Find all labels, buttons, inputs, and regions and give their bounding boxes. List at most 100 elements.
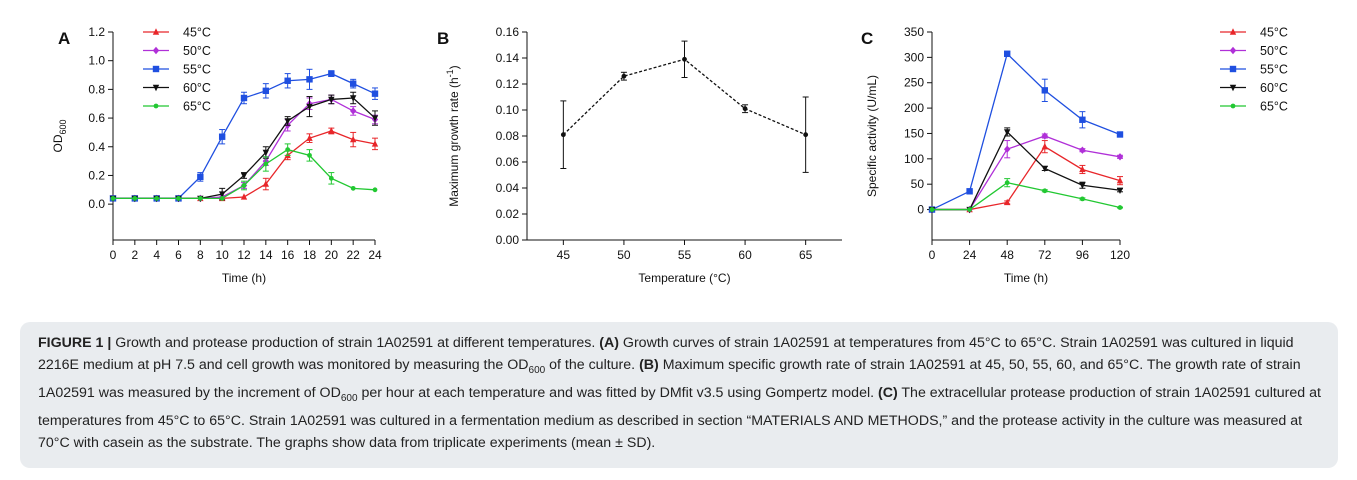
data-point: [132, 196, 138, 201]
data-point: [1080, 196, 1085, 202]
y-tick-label: 200: [904, 101, 924, 115]
legend-marker: [152, 65, 160, 73]
legend-label: 45°C: [183, 26, 211, 40]
data-point: [306, 76, 313, 83]
y-tick-label: 0.0: [88, 197, 105, 211]
data-point: [621, 73, 627, 79]
legend-item: 65°C: [1220, 100, 1288, 114]
y-axis-label: Maximum growth rate (h-1): [445, 65, 461, 206]
data-point: [1004, 145, 1011, 153]
y-tick-label: 0.02: [496, 207, 520, 221]
series-60c: [928, 127, 1124, 214]
x-tick-label: 65: [799, 248, 813, 262]
y-tick-label: 0.8: [88, 82, 105, 96]
x-tick-label: 96: [1076, 248, 1090, 262]
legend-item: 50°C: [143, 44, 211, 58]
data-point: [110, 196, 116, 201]
data-point: [1116, 176, 1124, 184]
chart-panel-b: B 0.00 0.02 0.04 0.06 0.08 0.10 0.12 0.14 0.16 45 5…: [437, 25, 842, 285]
data-point: [1079, 182, 1086, 189]
data-point: [1116, 187, 1124, 194]
caption-intro: Growth and protease production of strain…: [111, 335, 600, 351]
data-point: [306, 103, 313, 111]
data-point: [284, 77, 291, 84]
y-axis-label-main: Maximum growth rate (h: [447, 77, 461, 206]
y-tick-label: 0.06: [496, 155, 520, 169]
x-tick-label: 4: [153, 248, 160, 262]
panel-letter: B: [437, 29, 449, 48]
legend-item: 55°C: [143, 63, 211, 77]
data-point: [371, 90, 379, 97]
data-point: [1116, 131, 1124, 138]
data-point: [1079, 116, 1086, 123]
data-point: [284, 118, 291, 125]
data-point: [285, 147, 291, 153]
legend-marker: [1229, 46, 1237, 55]
data-point: [328, 96, 335, 104]
series-65c: [110, 143, 378, 201]
legend-label: 60°C: [1260, 81, 1288, 95]
data-point: [262, 87, 270, 95]
series-line: [932, 181, 1121, 211]
data-point: [197, 173, 204, 181]
data-point: [1079, 165, 1086, 173]
legend-marker: [153, 103, 159, 109]
data-point: [240, 172, 248, 180]
x-tick-label: 22: [346, 248, 360, 262]
data-point: [966, 188, 973, 195]
y-tick-label: 0.4: [88, 140, 105, 154]
data-point: [197, 196, 203, 201]
panel-letter: A: [58, 29, 70, 48]
legend-marker: [1229, 65, 1237, 73]
legend-marker: [1229, 28, 1237, 35]
legend-item: 60°C: [1220, 81, 1288, 95]
data-point: [350, 185, 356, 191]
y-tick-label: 0.08: [496, 129, 520, 143]
y-tick-label: 50: [911, 177, 925, 191]
data-point: [372, 187, 378, 193]
data-point: [1079, 146, 1086, 154]
y-tick-label: 0.10: [496, 103, 520, 117]
data-point: [1117, 205, 1123, 210]
legend-label: 55°C: [183, 63, 211, 77]
figure-caption: FIGURE 1 | Growth and protease productio…: [38, 332, 1328, 454]
caption-a-text-2: of the culture.: [545, 357, 640, 373]
legend-label: 60°C: [183, 81, 211, 95]
x-tick-label: 10: [215, 248, 229, 262]
caption-b-sub: 600: [340, 392, 358, 404]
y-tick-label: 300: [904, 50, 924, 64]
x-tick-label: 55: [678, 248, 692, 262]
series-line: [931, 52, 1121, 211]
data-point: [240, 193, 248, 200]
x-tick-label: 16: [281, 248, 295, 262]
data-point: [349, 135, 357, 143]
data-point: [328, 127, 335, 134]
x-tick-label: 0: [929, 248, 936, 262]
data-point: [1041, 142, 1048, 150]
data-point: [241, 183, 247, 188]
data-point: [1004, 180, 1010, 186]
caption-a-sub: 600: [528, 364, 546, 376]
legend-marker: [1230, 103, 1236, 109]
legend-marker: [152, 28, 160, 35]
data-point: [307, 152, 312, 158]
x-axis-label: Temperature (°C): [638, 271, 730, 285]
caption-c-label: (C): [878, 384, 898, 401]
x-tick-label: 12: [237, 248, 251, 262]
x-tick-label: 48: [1001, 248, 1015, 262]
data-point: [1004, 129, 1011, 136]
x-axis-label: Time (h): [222, 271, 266, 285]
y-axis-label-main: Specific activity (U/mL): [865, 75, 879, 197]
caption-b-label: (B): [639, 357, 659, 373]
series-65c: [929, 178, 1123, 212]
legend-item: 55°C: [1220, 63, 1288, 77]
x-tick-label: 45: [557, 248, 571, 262]
data-point: [154, 196, 160, 201]
legend-label: 65°C: [1260, 100, 1288, 114]
data-point: [1004, 198, 1011, 206]
data-point: [1041, 87, 1048, 94]
x-tick-label: 0: [110, 248, 117, 262]
x-tick-label: 24: [368, 248, 382, 262]
legend-marker: [152, 84, 160, 92]
series-line: [932, 130, 1121, 211]
